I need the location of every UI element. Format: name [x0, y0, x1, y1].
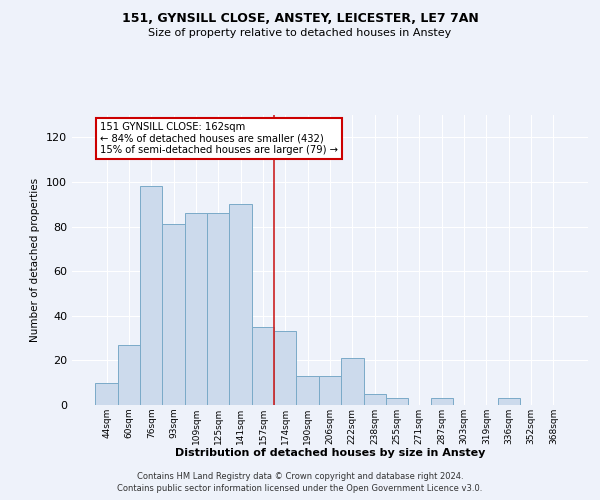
Text: Distribution of detached houses by size in Anstey: Distribution of detached houses by size … — [175, 448, 485, 458]
Bar — [229, 204, 252, 405]
Bar — [386, 398, 408, 405]
Y-axis label: Number of detached properties: Number of detached properties — [31, 178, 40, 342]
Bar — [274, 332, 296, 405]
Bar — [431, 398, 453, 405]
Bar — [95, 382, 118, 405]
Text: 151 GYNSILL CLOSE: 162sqm
← 84% of detached houses are smaller (432)
15% of semi: 151 GYNSILL CLOSE: 162sqm ← 84% of detac… — [100, 122, 338, 155]
Bar — [319, 376, 341, 405]
Text: Contains public sector information licensed under the Open Government Licence v3: Contains public sector information licen… — [118, 484, 482, 493]
Bar — [207, 213, 229, 405]
Bar — [497, 398, 520, 405]
Bar — [364, 394, 386, 405]
Text: 151, GYNSILL CLOSE, ANSTEY, LEICESTER, LE7 7AN: 151, GYNSILL CLOSE, ANSTEY, LEICESTER, L… — [122, 12, 478, 26]
Bar — [341, 358, 364, 405]
Bar — [185, 213, 207, 405]
Bar — [252, 327, 274, 405]
Bar — [163, 224, 185, 405]
Bar — [118, 345, 140, 405]
Bar — [296, 376, 319, 405]
Text: Contains HM Land Registry data © Crown copyright and database right 2024.: Contains HM Land Registry data © Crown c… — [137, 472, 463, 481]
Text: Size of property relative to detached houses in Anstey: Size of property relative to detached ho… — [148, 28, 452, 38]
Bar — [140, 186, 163, 405]
